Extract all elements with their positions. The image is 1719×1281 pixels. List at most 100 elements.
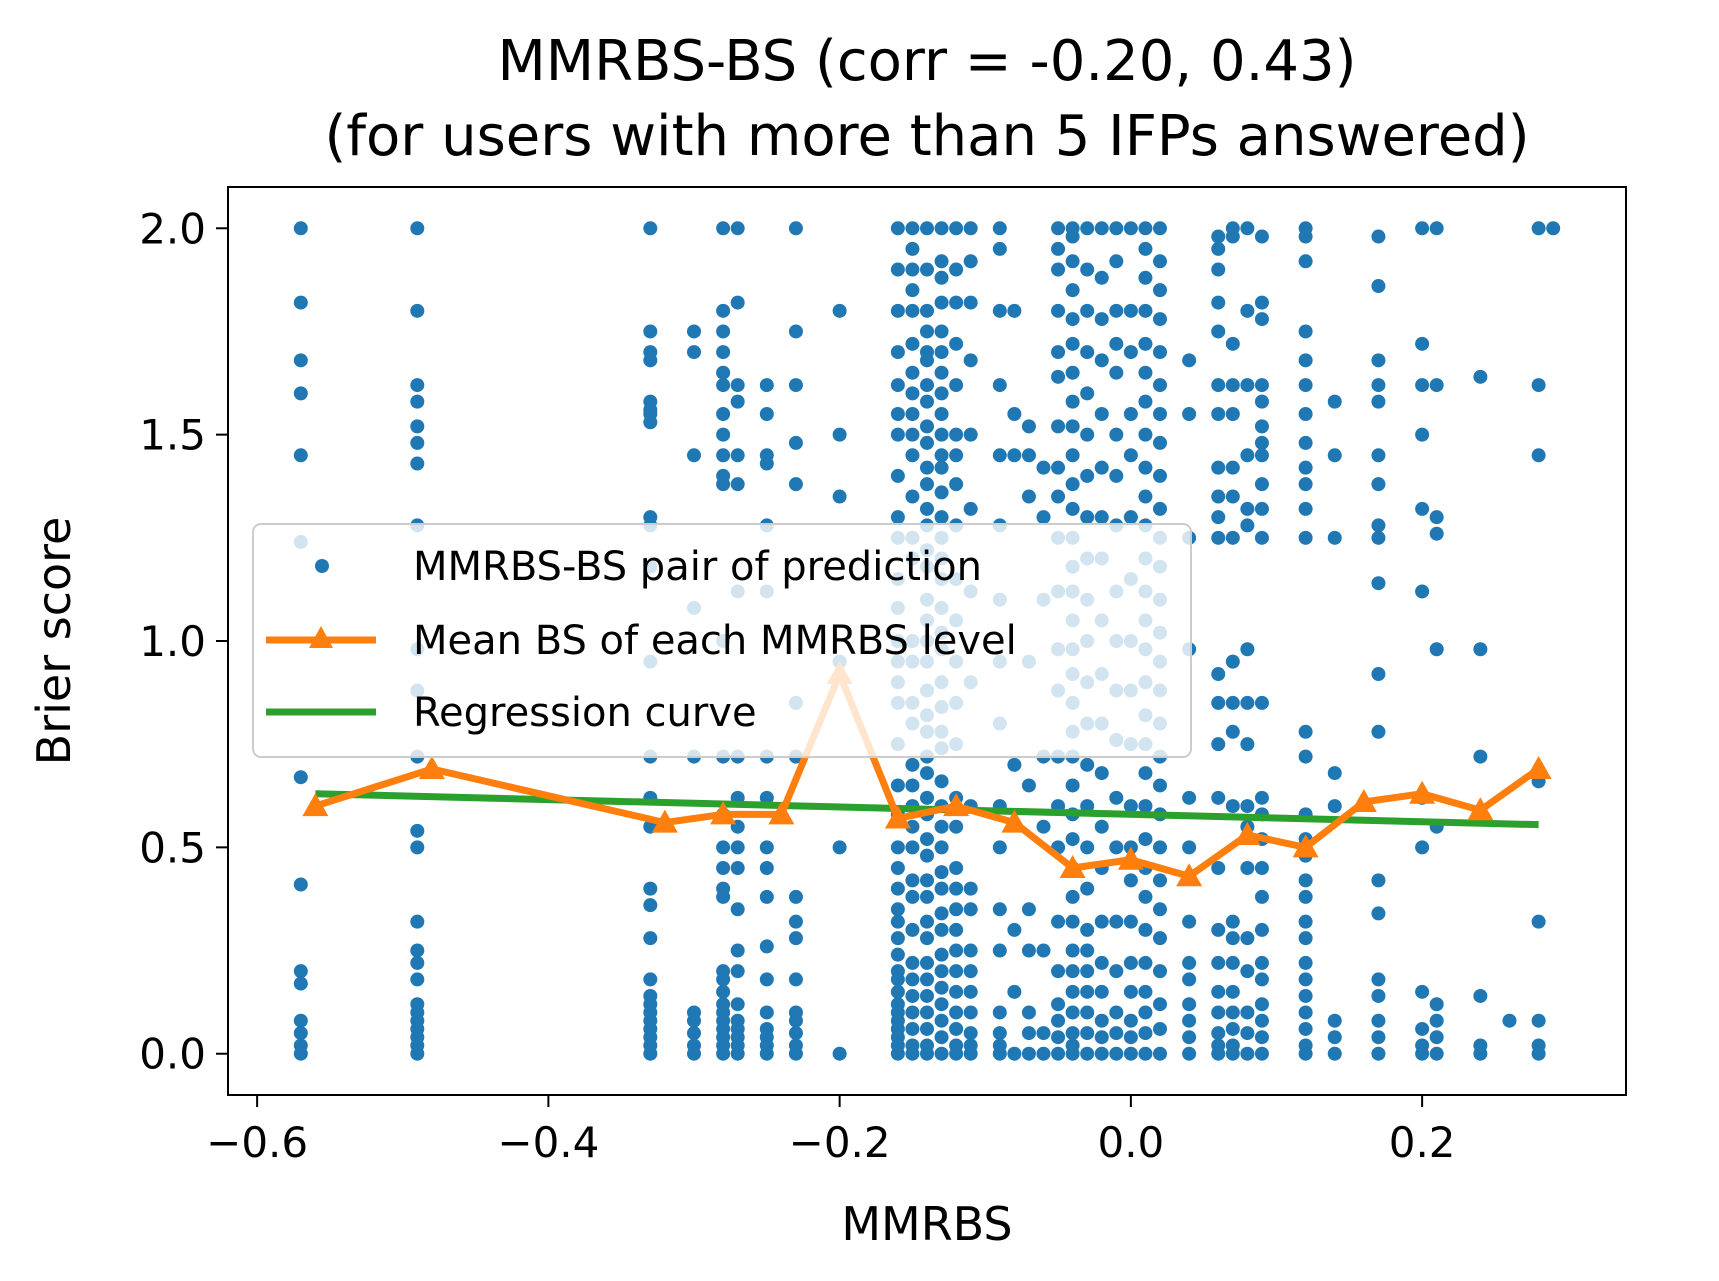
scatter-points (293, 221, 1561, 1061)
scatter-point (1240, 378, 1255, 393)
scatter-point (1240, 931, 1255, 946)
scatter-point (1182, 840, 1197, 855)
scatter-point (949, 378, 964, 393)
y-tick-label: 1.0 (139, 617, 206, 666)
scatter-point (920, 790, 934, 805)
scatter-point (934, 407, 949, 421)
scatter-point (293, 976, 308, 991)
x-tick-label: 0.0 (1097, 1118, 1164, 1167)
scatter-point (1138, 221, 1153, 236)
mean-bs-marker (651, 809, 678, 833)
legend-box (252, 523, 1192, 758)
scatter-point (1065, 312, 1080, 327)
scatter-point (1371, 394, 1386, 409)
scatter-point (1371, 667, 1386, 682)
scatter-point (1051, 345, 1066, 360)
scatter-point (1371, 530, 1386, 545)
mean-bs-marker (1001, 809, 1028, 833)
scatter-point (1546, 221, 1561, 236)
scatter-point (1327, 766, 1342, 781)
scatter-point (1065, 914, 1080, 929)
x-tick-label: −0.2 (789, 1118, 891, 1167)
scatter-point (410, 823, 425, 838)
scatter-point (905, 778, 920, 793)
scatter-point (1531, 448, 1546, 463)
scatter-point (934, 1030, 949, 1045)
scatter-point (1123, 984, 1138, 999)
scatter-point (1371, 518, 1386, 533)
scatter-point (949, 881, 964, 896)
scatter-point (1298, 407, 1313, 421)
mean-bs-marker (1176, 863, 1203, 887)
scatter-point (920, 889, 934, 904)
scatter-point (890, 902, 905, 917)
scatter-point (1065, 943, 1080, 958)
scatter-point (1225, 229, 1240, 244)
scatter-point (1094, 270, 1109, 285)
scatter-point (1123, 1030, 1138, 1045)
scatter-point (730, 448, 745, 463)
scatter-point (410, 914, 425, 929)
scatter-point (1240, 303, 1255, 318)
scatter-point (410, 378, 425, 393)
scatter-point (1080, 386, 1095, 401)
scatter-point (730, 295, 745, 310)
scatter-point (890, 468, 905, 483)
legend-label-regression: Regression curve (413, 690, 757, 736)
scatter-point (1109, 1046, 1124, 1061)
scatter-point (1371, 477, 1386, 492)
legend-label-scatter: MMRBS-BS pair of prediction (413, 544, 982, 590)
scatter-point (1065, 1026, 1080, 1041)
scatter-point (1327, 394, 1342, 409)
scatter-point (1094, 312, 1109, 327)
scatter-point (1094, 510, 1109, 525)
scatter-point (1371, 988, 1386, 1003)
scatter-point (1225, 407, 1240, 421)
scatter-point (1109, 914, 1124, 929)
scatter-point (1371, 229, 1386, 244)
scatter-point (1254, 972, 1269, 987)
scatter-point (687, 1013, 701, 1028)
scatter-point (992, 448, 1007, 463)
scatter-point (1415, 336, 1430, 351)
scatter-point (293, 221, 308, 236)
scatter-point (920, 766, 934, 781)
scatter-point (1211, 1005, 1226, 1020)
scatter-point (1254, 1013, 1269, 1028)
scatter-point (788, 1013, 803, 1028)
scatter-point (1051, 241, 1066, 256)
scatter-point (1182, 790, 1197, 805)
scatter-point (934, 386, 949, 401)
scatter-point (1254, 1046, 1269, 1061)
legend: MMRBS-BS pair of prediction Mean BS of e… (252, 523, 1192, 758)
scatter-point (1298, 1005, 1313, 1020)
scatter-point (905, 336, 920, 351)
scatter-point (920, 460, 934, 475)
scatter-point (1138, 1046, 1153, 1061)
scatter-point (293, 877, 308, 892)
scatter-point (730, 943, 745, 958)
mean-bs-marker (1409, 780, 1436, 804)
scatter-point (1240, 221, 1255, 236)
scatter-point (410, 221, 425, 236)
scatter-point (1298, 1021, 1313, 1036)
scatter-point (1123, 799, 1138, 814)
scatter-point (1036, 460, 1051, 475)
scatter-point (1094, 955, 1109, 970)
scatter-point (1065, 419, 1080, 434)
scatter-point (1211, 241, 1226, 256)
scatter-point (1153, 840, 1167, 855)
scatter-point (1371, 1030, 1386, 1045)
scatter-point (934, 510, 949, 525)
scatter-point (1415, 584, 1430, 599)
mean-bs-marker (1525, 755, 1552, 779)
scatter-point (1065, 778, 1080, 793)
scatter-point (949, 902, 964, 917)
scatter-point (730, 861, 745, 875)
scatter-point (920, 873, 934, 888)
scatter-point (1065, 477, 1080, 492)
scatter-point (293, 1013, 308, 1028)
scatter-point (992, 902, 1007, 917)
scatter-point (759, 972, 774, 987)
scatter-point (949, 1046, 964, 1061)
